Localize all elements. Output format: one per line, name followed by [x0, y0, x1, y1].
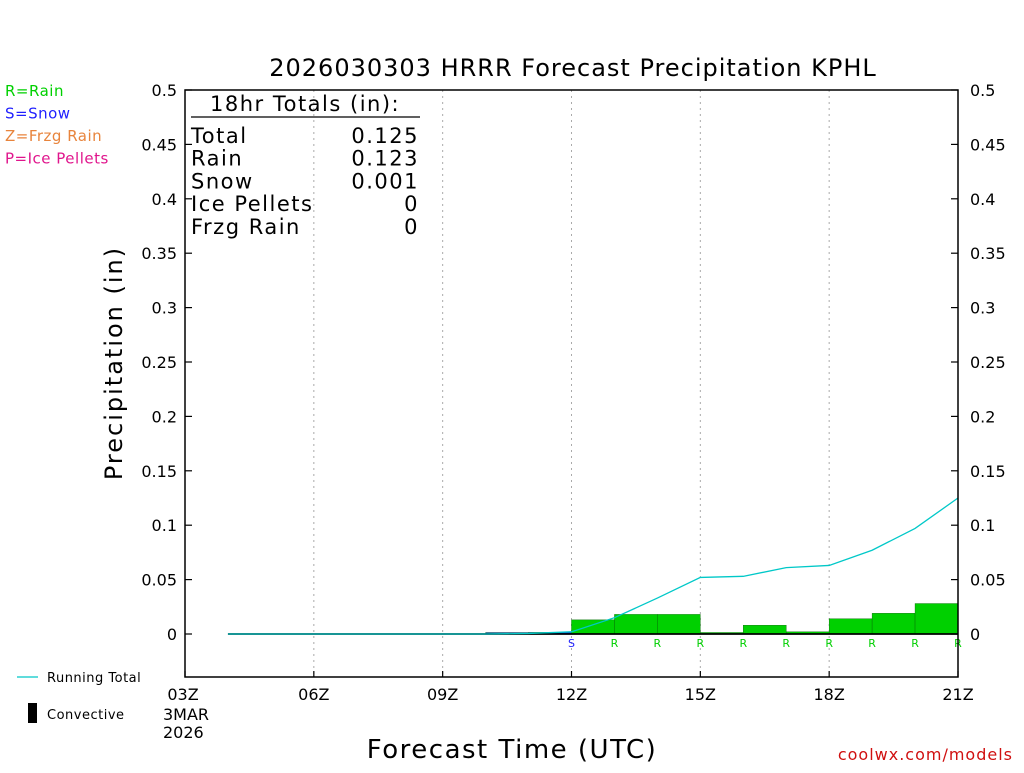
y-tick-label-right: 0.05	[970, 571, 1006, 590]
y-tick-label-right: 0.5	[970, 81, 995, 100]
type-legend-entry: P=Ice Pellets	[5, 150, 109, 168]
totals-row-value: 0	[404, 215, 419, 239]
totals-row-value: 0	[404, 192, 419, 216]
hourly-bars	[227, 603, 959, 635]
precip-bar	[614, 614, 658, 635]
x-axis-label: Forecast Time (UTC)	[367, 735, 658, 765]
date-label-year: 2026	[163, 723, 204, 742]
precip-type-label: R	[868, 637, 876, 650]
precip-type-label: R	[697, 637, 705, 650]
y-tick-label-right: 0.15	[970, 462, 1006, 481]
precip-bar	[871, 613, 916, 635]
y-tick-label: 0.2	[152, 407, 177, 426]
convective-legend-swatch	[28, 703, 37, 723]
precip-bar	[743, 625, 787, 635]
x-tick-label: 12Z	[556, 685, 587, 704]
totals-box: 18hr Totals (in): Total 0.125 Rain 0.123 Snow…	[190, 92, 420, 239]
running-total-series	[227, 497, 959, 635]
credit-link[interactable]: coolwx.com/models	[838, 745, 1013, 764]
y-tick-label-right: 0.25	[970, 353, 1006, 372]
running-total-legend-label: Running Total	[47, 671, 141, 686]
precip-type-label: R	[911, 637, 919, 650]
totals-row-label: Frzg Rain	[191, 215, 301, 239]
precip-type-legend: R=Rain S=Snow Z=Frzg Rain P=Ice Pellets	[5, 82, 109, 168]
y-tick-label: 0.1	[152, 516, 177, 535]
x-tick-label: 03Z	[167, 685, 198, 704]
totals-row-label: Snow	[191, 169, 254, 193]
x-tick-label: 09Z	[427, 685, 458, 704]
precip-type-label: R	[654, 637, 662, 650]
y-tick-label-right: 0.3	[970, 299, 995, 318]
type-legend-entry: R=Rain	[5, 82, 64, 100]
totals-row-value: 0.001	[351, 169, 419, 193]
x-tick-label: 15Z	[685, 685, 716, 704]
x-tick-label: 18Z	[814, 685, 845, 704]
y-tick-label: 0.45	[141, 135, 177, 154]
y-tick-label-right: 0.35	[970, 244, 1006, 263]
precip-type-label: R	[611, 637, 619, 650]
precip-type-label: R	[739, 637, 747, 650]
totals-row-value: 0.123	[351, 147, 419, 171]
precip-bar	[571, 619, 615, 635]
date-label-month: 3MAR	[163, 705, 209, 724]
y-tick-label-right: 0	[970, 625, 980, 644]
precip-type-label: R	[825, 637, 833, 650]
y-tick-label: 0	[167, 625, 177, 644]
y-tick-label: 0.5	[152, 81, 177, 100]
type-legend-entry: S=Snow	[5, 105, 71, 123]
totals-header: 18hr Totals (in):	[210, 92, 400, 116]
y-tick-label-right: 0.1	[970, 516, 995, 535]
y-tick-label: 0.25	[141, 353, 177, 372]
x-axis: 03Z 06Z 09Z 12Z 15Z 18Z 21Z	[167, 671, 974, 704]
chart-title: 2026030303 HRRR Forecast Precipitation K…	[269, 54, 876, 82]
y-tick-label-right: 0.4	[970, 190, 995, 209]
running-total-line	[227, 497, 959, 635]
totals-row-label: Rain	[191, 147, 243, 171]
y-tick-label-right: 0.45	[970, 135, 1006, 154]
y-tick-label-right: 0.2	[970, 407, 995, 426]
y-tick-label: 0.05	[141, 571, 177, 590]
precip-bar	[657, 614, 701, 635]
y-tick-label: 0.3	[152, 299, 177, 318]
y-axis-left: 0 0.05 0.1 0.15 0.2 0.25 0.3 0.35 0.4 0.45 0.5	[141, 81, 192, 644]
convective-legend-label: Convective	[47, 708, 125, 723]
y-axis-label: Precipitation (in)	[100, 246, 128, 480]
y-tick-label: 0.15	[141, 462, 177, 481]
precip-type-label: S	[568, 637, 575, 650]
precip-type-label: R	[782, 637, 790, 650]
totals-row-value: 0.125	[351, 124, 419, 148]
y-axis-right: 0 0.05 0.1 0.15 0.2 0.25 0.3 0.35 0.4 0.45 0.5	[951, 81, 1006, 644]
y-tick-label: 0.4	[152, 190, 177, 209]
y-tick-label: 0.35	[141, 244, 177, 263]
plot-frame	[184, 89, 959, 678]
totals-row-label: Ice Pellets	[191, 192, 313, 216]
x-tick-label: 06Z	[298, 685, 329, 704]
precip-bar	[914, 603, 959, 635]
gridlines	[313, 90, 830, 677]
type-legend-entry: Z=Frzg Rain	[5, 127, 102, 145]
precip-bar	[828, 618, 873, 635]
x-tick-label: 21Z	[942, 685, 973, 704]
totals-row-label: Total	[190, 124, 248, 148]
